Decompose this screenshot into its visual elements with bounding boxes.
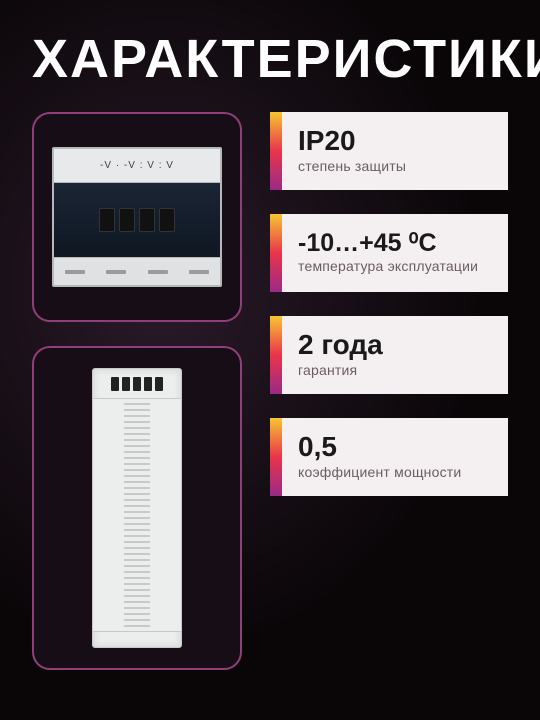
terminal-icon [133, 377, 141, 391]
spec-value: -10…+45 ⁰С [298, 230, 492, 256]
spec-value: 2 года [298, 330, 492, 359]
psu-compact-illustration: -V · -V : V : V [52, 147, 222, 287]
vent-slot-icon [189, 270, 209, 274]
spec-body: IP20 степень защиты [282, 112, 508, 190]
spec-label: степень защиты [298, 158, 492, 174]
terminal-icon [119, 208, 135, 232]
product-image-card-slim [32, 346, 242, 670]
terminal-icon [122, 377, 130, 391]
psu-slim-terminals [93, 369, 181, 399]
spec-value: 0,5 [298, 432, 492, 461]
vent-slot-icon [65, 270, 85, 274]
spec-card-temperature: -10…+45 ⁰С температура эксплуатации [270, 214, 508, 292]
spec-body: -10…+45 ⁰С температура эксплуатации [282, 214, 508, 292]
right-column: IP20 степень защиты -10…+45 ⁰С температу… [270, 112, 508, 700]
spec-label: температура эксплуатации [298, 258, 492, 274]
spec-card-power-factor: 0,5 коэффициент мощности [270, 418, 508, 496]
accent-bar [270, 214, 282, 292]
terminal-icon [99, 208, 115, 232]
psu-compact-top-label: -V · -V : V : V [54, 149, 220, 183]
terminal-icon [155, 377, 163, 391]
spec-card-ip-rating: IP20 степень защиты [270, 112, 508, 190]
accent-bar [270, 316, 282, 394]
terminal-icon [139, 208, 155, 232]
spec-value: IP20 [298, 126, 492, 155]
content-columns: -V · -V : V : V [32, 112, 508, 700]
product-image-card-compact: -V · -V : V : V [32, 112, 242, 322]
left-column: -V · -V : V : V [32, 112, 242, 700]
terminal-icon [144, 377, 152, 391]
vent-slot-icon [148, 270, 168, 274]
page-title: ХАРАКТЕРИСТИКИ [32, 28, 508, 90]
terminal-icon [159, 208, 175, 232]
psu-compact-terminals [54, 183, 220, 257]
page: ХАРАКТЕРИСТИКИ -V · -V : V : V [0, 0, 540, 720]
spec-label: гарантия [298, 362, 492, 378]
spec-body: 2 года гарантия [282, 316, 508, 394]
accent-bar [270, 418, 282, 496]
spec-label: коэффициент мощности [298, 464, 492, 480]
spec-card-warranty: 2 года гарантия [270, 316, 508, 394]
psu-slim-vent-grille [93, 399, 181, 631]
psu-slim-illustration [92, 368, 182, 648]
psu-slim-bottom [93, 631, 181, 647]
terminal-icon [111, 377, 119, 391]
spec-body: 0,5 коэффициент мощности [282, 418, 508, 496]
vent-slot-icon [106, 270, 126, 274]
accent-bar [270, 112, 282, 190]
psu-compact-bottom [54, 257, 220, 285]
